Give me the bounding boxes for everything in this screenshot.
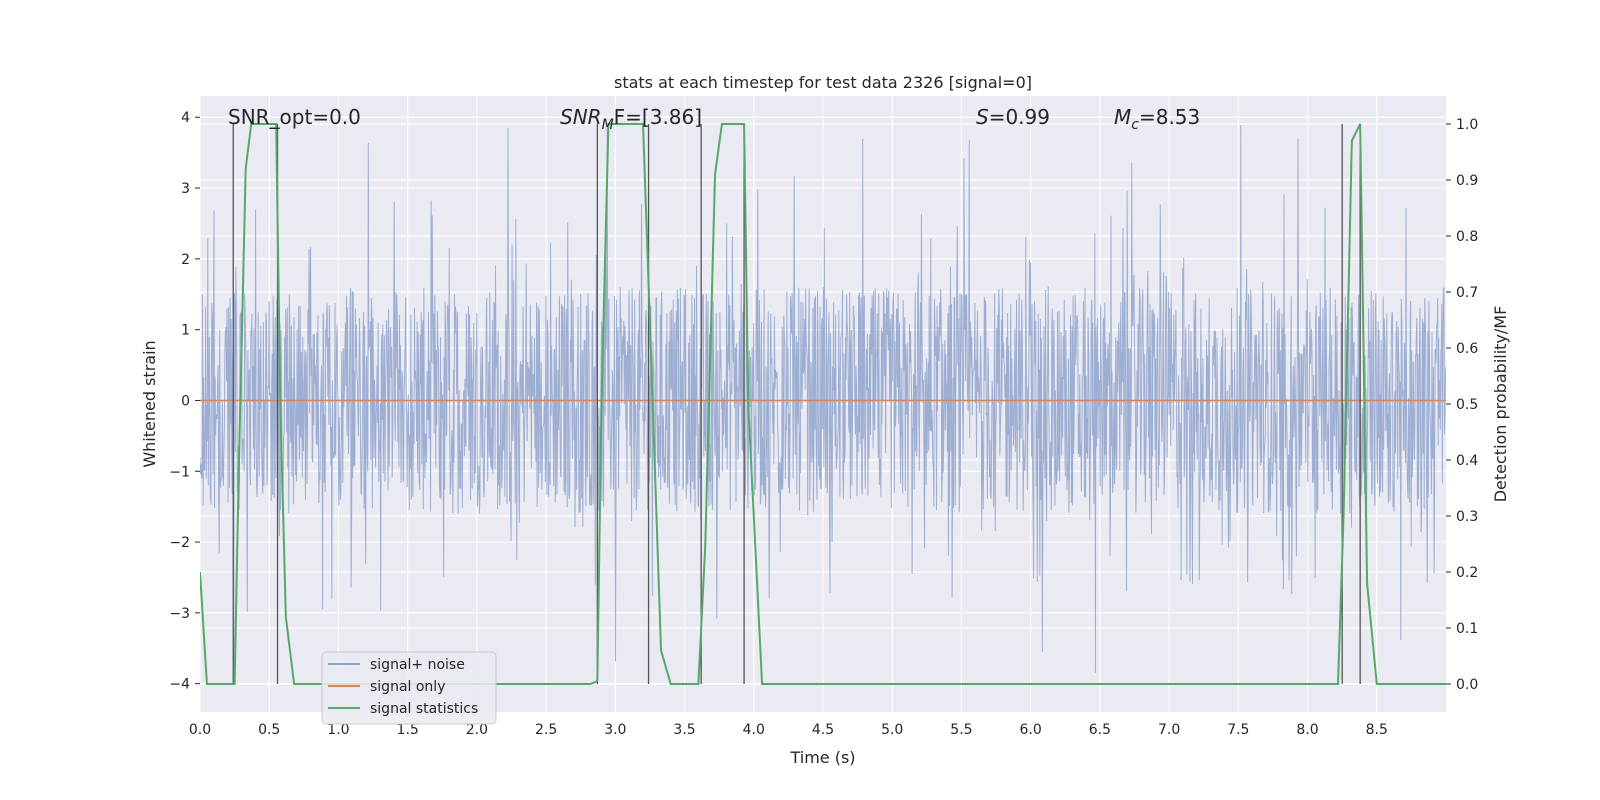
x-tick-label: 1.5 [397, 722, 419, 738]
x-tick-label: 8.0 [1296, 722, 1318, 738]
signal-statistics-line [200, 123, 1446, 685]
vertical-markers [232, 124, 1361, 684]
x-tick-label: 3.0 [604, 722, 626, 738]
x-tick-label: 5.0 [881, 722, 903, 738]
x-tick-label: 8.5 [1366, 722, 1388, 738]
x-tick-label: 0.0 [189, 722, 211, 738]
x-tick-label: 4.0 [743, 722, 765, 738]
legend-label-signal-only: signal only [370, 679, 445, 695]
y-left-tick-label: 2 [181, 252, 190, 268]
series-signal-noise [200, 124, 1446, 673]
annotation-mc: Mc=8.53 [1114, 105, 1200, 133]
x-tick-label: 7.0 [1158, 722, 1180, 738]
y-right-tick-label: 1.0 [1456, 117, 1478, 133]
signal-noise-line [200, 124, 1446, 673]
y-right-tick-label: 0.7 [1456, 285, 1478, 301]
x-tick-label: 4.5 [812, 722, 834, 738]
y-left-tick-label: −3 [169, 606, 190, 622]
x-tick-label: 5.5 [950, 722, 972, 738]
y-left-tick-label: −2 [169, 535, 190, 551]
y-right-tick-label: 0.8 [1456, 229, 1478, 245]
y-right-tick-label: 0.5 [1456, 397, 1478, 413]
x-tick-label: 2.0 [466, 722, 488, 738]
y-axis-right-label: Detection probability/MF [1491, 306, 1510, 503]
series-signal-statistics [200, 123, 1446, 685]
annotation-snr-mf: SNRMF=[3.86] [560, 105, 702, 133]
y-right-tick-label: 0.1 [1456, 621, 1478, 637]
legend-label-signal-noise: signal+ noise [370, 657, 465, 673]
y-left-tick-label: −4 [169, 677, 190, 693]
x-tick-label: 2.5 [535, 722, 557, 738]
y-right-tick-label: 0.3 [1456, 509, 1478, 525]
y-left-tick-label: −1 [169, 464, 190, 480]
y-right-tick-label: 0.0 [1456, 677, 1478, 693]
x-tick-label: 1.0 [327, 722, 349, 738]
y-left-tick-label: 0 [181, 393, 190, 409]
y-axis-left-label: Whitened strain [140, 340, 159, 467]
y-right-tick-label: 0.9 [1456, 173, 1478, 189]
annotation-s: S=0.99 [976, 105, 1050, 129]
y-right-tick-label: 0.6 [1456, 341, 1478, 357]
x-tick-label: 6.5 [1089, 722, 1111, 738]
annotation-snr-opt: SNR_opt=0.0 [228, 105, 361, 129]
legend-label-signal-statistics: signal statistics [370, 701, 478, 717]
x-tick-label: 0.5 [258, 722, 280, 738]
chart-title: stats at each timestep for test data 232… [614, 73, 1032, 92]
x-tick-label: 3.5 [673, 722, 695, 738]
x-tick-label: 7.5 [1227, 722, 1249, 738]
legend-box [321, 651, 497, 725]
x-axis-label: Time (s) [789, 748, 855, 767]
y-left-tick-label: 4 [181, 110, 190, 126]
y-left-tick-label: 1 [181, 323, 190, 339]
x-axis-ticks: 0.0 0.5 1.0 1.5 2.0 2.5 3.0 3.5 4.0 4.5 5.0 5.5 6.0 6… [189, 722, 1388, 738]
legend: signal+ noise signal only signal statist… [321, 651, 497, 725]
y-axis-left-ticks: 4 3 2 1 0 −1 −2 −3 −4 [169, 110, 200, 693]
y-left-tick-label: 3 [181, 181, 190, 197]
y-axis-right-ticks: 1.0 0.9 0.8 0.7 0.6 0.5 0.4 0.3 0.2 0.1 0.0 [1446, 117, 1478, 693]
y-right-tick-label: 0.2 [1456, 565, 1478, 581]
x-tick-label: 6.0 [1020, 722, 1042, 738]
y-right-tick-label: 0.4 [1456, 453, 1478, 469]
